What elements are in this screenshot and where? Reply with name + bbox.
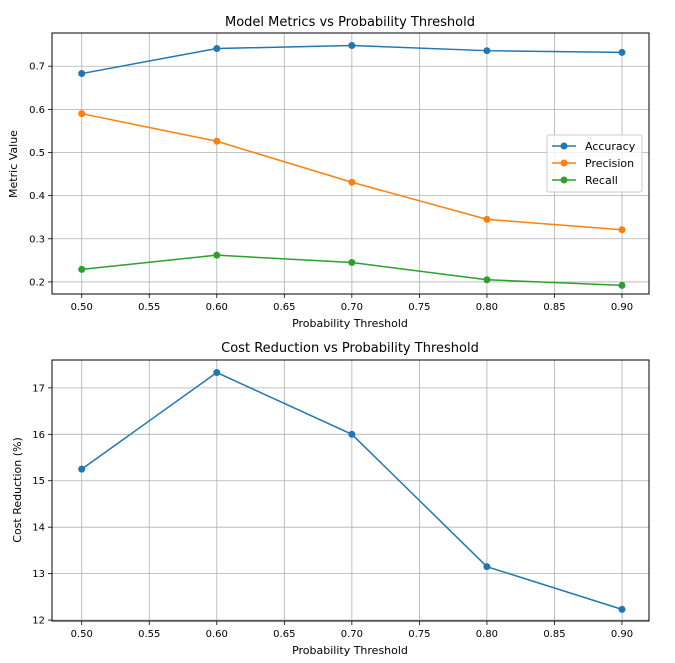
y-tick-label: 0.6 <box>29 105 45 116</box>
data-point-cost-reduction <box>348 430 356 438</box>
data-point-accuracy <box>78 70 86 78</box>
data-point-recall <box>483 276 491 284</box>
data-point-precision <box>348 178 356 186</box>
data-point-precision <box>213 137 221 145</box>
x-axis-ticks: 0.50 0.55 0.60 0.65 0.70 0.75 0.80 0.85 0.90 <box>71 621 633 640</box>
chart-title: Model Metrics vs Probability Threshold <box>225 15 475 30</box>
legend-box <box>546 134 643 193</box>
y-tick-label: 0.4 <box>29 191 45 202</box>
data-point-cost-reduction <box>213 369 221 377</box>
data-point-precision <box>483 215 491 223</box>
data-point-cost-reduction <box>618 605 626 613</box>
series-group <box>78 369 626 613</box>
legend-label-precision: Precision <box>585 157 634 170</box>
chart-title: Cost Reduction vs Probability Threshold <box>221 341 479 356</box>
legend: Accuracy Precision Recall <box>546 134 643 193</box>
data-point-accuracy <box>348 42 356 50</box>
data-point-cost-reduction <box>483 563 491 571</box>
x-axis-ticks: 0.50 0.55 0.60 0.65 0.70 0.75 0.80 0.85 0.90 <box>71 294 633 313</box>
y-tick-label: 0.2 <box>29 277 45 288</box>
y-axis-ticks: 12 13 14 15 16 17 <box>32 383 52 627</box>
x-axis-label: Probability Threshold <box>292 317 408 330</box>
x-tick-label: 0.80 <box>476 629 498 640</box>
x-tick-label: 0.55 <box>138 629 160 640</box>
x-tick-label: 0.90 <box>611 302 633 313</box>
y-tick-label: 13 <box>32 569 45 580</box>
y-tick-label: 0.3 <box>29 234 45 245</box>
y-tick-label: 0.7 <box>29 62 45 73</box>
legend-marker-accuracy <box>560 142 568 150</box>
legend-label-accuracy: Accuracy <box>585 140 636 153</box>
x-axis-label: Probability Threshold <box>292 644 408 657</box>
data-point-recall <box>618 281 626 289</box>
data-point-accuracy <box>618 48 626 56</box>
legend-marker-recall <box>560 176 568 184</box>
x-tick-label: 0.65 <box>273 302 295 313</box>
data-point-accuracy <box>483 47 491 55</box>
plot-frame <box>51 359 650 622</box>
x-tick-label: 0.55 <box>138 302 160 313</box>
data-point-recall <box>213 251 221 259</box>
grid <box>52 360 649 621</box>
data-point-precision <box>618 226 626 234</box>
x-tick-label: 0.85 <box>543 302 565 313</box>
x-tick-label: 0.85 <box>543 629 565 640</box>
series-group <box>78 42 626 289</box>
y-tick-label: 15 <box>32 476 45 487</box>
data-point-accuracy <box>213 45 221 53</box>
metrics-chart: Model Metrics vs Probability Threshold 0… <box>7 15 650 330</box>
cost-reduction-chart: Cost Reduction vs Probability Threshold … <box>11 341 650 657</box>
x-tick-label: 0.80 <box>476 302 498 313</box>
x-tick-label: 0.60 <box>206 629 228 640</box>
x-tick-label: 0.75 <box>408 629 430 640</box>
x-tick-label: 0.70 <box>341 302 363 313</box>
y-axis-label: Cost Reduction (%) <box>11 437 24 542</box>
y-tick-label: 17 <box>32 383 45 394</box>
x-tick-label: 0.70 <box>341 629 363 640</box>
data-point-recall <box>348 259 356 267</box>
legend-marker-precision <box>560 159 568 167</box>
data-point-precision <box>78 110 86 118</box>
y-tick-label: 14 <box>32 523 45 534</box>
y-axis-ticks: 0.2 0.3 0.4 0.5 0.6 0.7 <box>29 62 52 288</box>
y-tick-label: 16 <box>32 430 45 441</box>
data-point-cost-reduction <box>78 465 86 473</box>
x-tick-label: 0.90 <box>611 629 633 640</box>
legend-label-recall: Recall <box>585 174 618 187</box>
data-point-recall <box>78 265 86 273</box>
y-tick-label: 0.5 <box>29 148 45 159</box>
plot-frame <box>51 32 650 295</box>
y-axis-label: Metric Value <box>7 130 20 198</box>
x-tick-label: 0.65 <box>273 629 295 640</box>
x-tick-label: 0.50 <box>71 302 93 313</box>
y-tick-label: 12 <box>32 616 45 627</box>
x-tick-label: 0.60 <box>206 302 228 313</box>
x-tick-label: 0.50 <box>71 629 93 640</box>
x-tick-label: 0.75 <box>408 302 430 313</box>
